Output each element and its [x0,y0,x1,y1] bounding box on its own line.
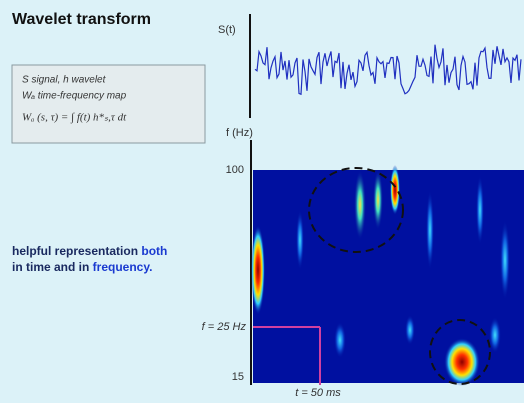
note-line: helpful representation both [12,244,167,258]
blob [334,322,346,358]
scalogram-blobs [251,165,510,386]
blob [405,315,415,345]
signal-label: S(t) [218,24,236,36]
blob [476,175,484,245]
legend-box [11,64,206,144]
freq-marker-label: f = 25 Hz [202,321,247,333]
title: Wavelet transform [12,11,151,28]
blob [354,170,366,240]
formula: Wₐ (s, τ) = ∫ f(t) h*ₛ,τ dt [22,112,127,124]
note-part: both [141,244,167,258]
highlight-ellipse [308,167,404,253]
note-part: helpful representation [12,244,141,258]
legend-line: Wₐ time-frequency map [22,91,127,102]
note-line: in time and in frequency. [12,260,152,274]
blob [500,220,510,300]
tick-label: 100 [226,164,244,176]
blob [390,165,400,215]
legend-line: S signal, h wavelet [22,75,107,86]
blob [426,190,434,270]
note-part: in time and in [12,260,93,274]
blob [296,210,304,270]
freq-axis-label: f (Hz) [226,127,253,139]
highlight-ellipse [429,319,491,385]
tick-label: 15 [232,371,244,383]
blob [444,338,480,386]
note-part: frequency. [93,260,153,274]
time-marker-label: t = 50 ms [295,387,341,399]
blob [373,170,383,230]
blob [489,317,501,353]
signal-wave [254,44,522,96]
blob [251,225,265,315]
